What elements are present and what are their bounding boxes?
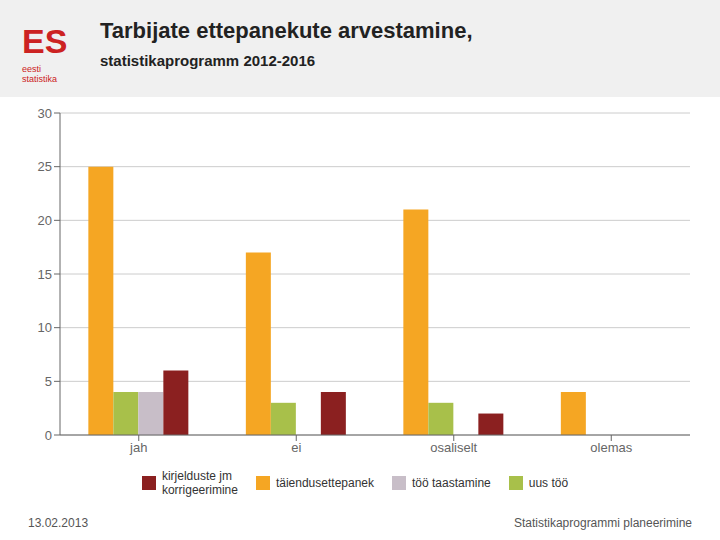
- html-text:ES: ES: [22, 22, 68, 60]
- svg-text:jah: jah: [129, 440, 147, 455]
- svg-text:ei: ei: [291, 440, 301, 455]
- svg-text:20: 20: [38, 213, 52, 228]
- svg-text:0: 0: [45, 428, 52, 443]
- html-text:Statistikaprogrammi planeerimi: Statistikaprogrammi planeerimine: [513, 516, 692, 530]
- html-text:13.02.2013: 13.02.2013: [28, 516, 89, 530]
- svg-text:30: 30: [38, 106, 52, 121]
- svg-text:osaliselt: osaliselt: [430, 440, 477, 455]
- html-text:statistikaprogramm 2012-2016: statistikaprogramm 2012-2016: [100, 52, 316, 69]
- html-text:uus töö: uus töö: [528, 476, 569, 490]
- svg-text:olemas: olemas: [590, 440, 632, 455]
- html-text:töö taastamine: töö taastamine: [412, 476, 491, 490]
- svg-text:10: 10: [38, 320, 52, 335]
- html-text:Tarbijate ettepanekute arvesta: Tarbijate ettepanekute arvestamine,: [100, 18, 473, 43]
- svg-text:25: 25: [38, 159, 52, 174]
- html-text:täiendusettepanek: täiendusettepanek: [275, 476, 374, 490]
- html-text:kirjelduste jm korrigeerimine: kirjelduste jm korrigeerimine: [161, 469, 238, 497]
- svg-text:5: 5: [45, 374, 52, 389]
- html-text:eesti statistika: eesti statistika: [22, 64, 57, 84]
- svg-text:15: 15: [38, 267, 52, 282]
